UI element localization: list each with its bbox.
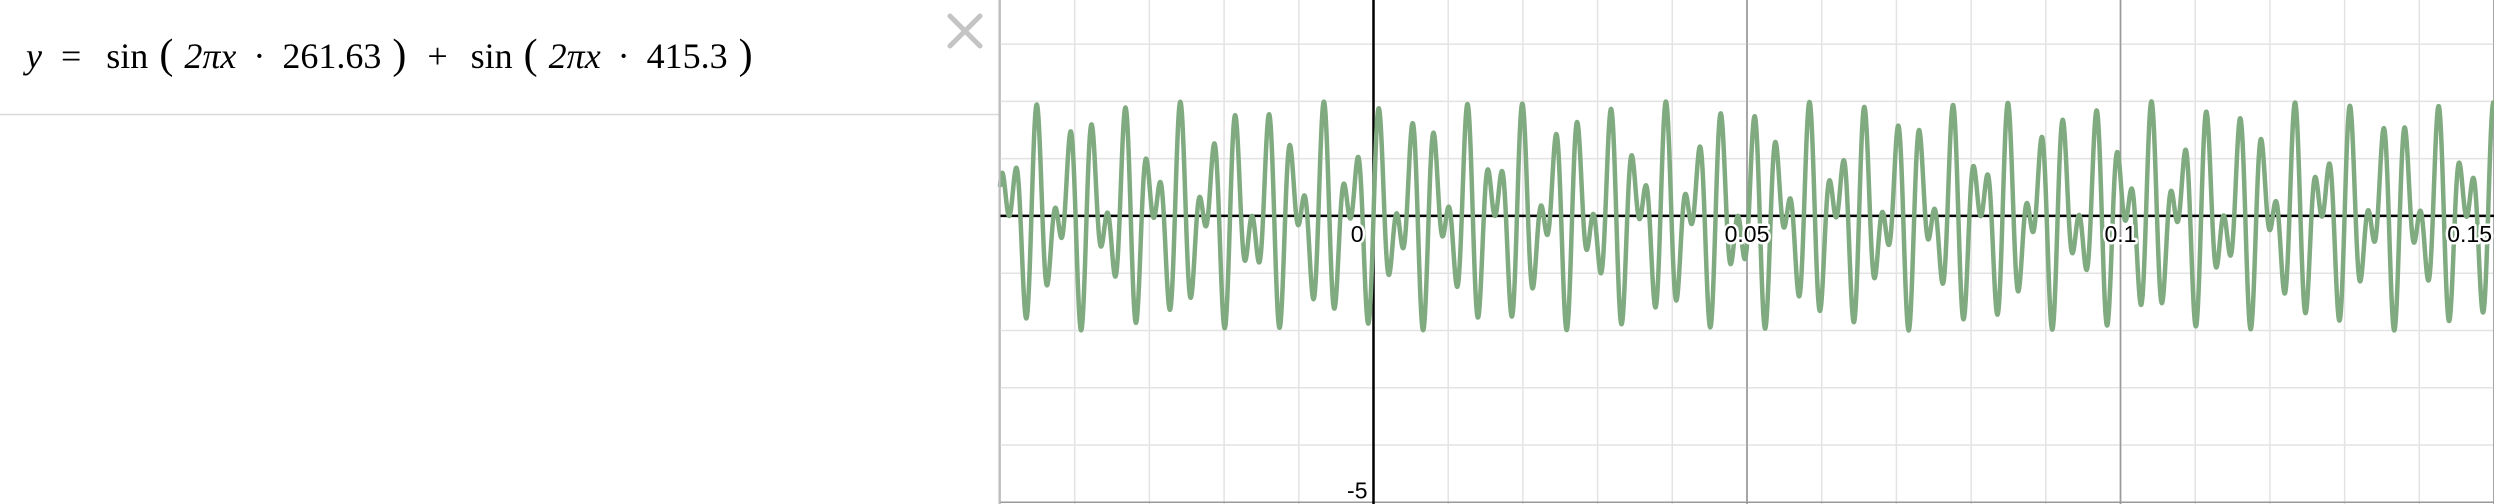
paren: ) — [392, 32, 406, 78]
lhs: y — [23, 36, 42, 76]
x-tick-label: 0.1 — [2105, 221, 2137, 247]
arg: 2πx — [549, 36, 601, 76]
graph[interactable]: 0 0.05 0.1 0.15 -5 — [997, 0, 2494, 504]
paren: ) — [739, 32, 753, 78]
dot: · — [618, 36, 630, 76]
expression[interactable]: y = sin ( 2πx · 261.63 ) + sin ( 2πx · 4… — [23, 32, 753, 78]
x-tick-label: 0.05 — [1725, 221, 1770, 247]
freq: 415.3 — [647, 36, 728, 76]
freq: 261.63 — [282, 36, 381, 76]
paren: ( — [524, 32, 538, 78]
arg: 2πx — [184, 36, 236, 76]
y-tick-label: -5 — [1347, 477, 1367, 503]
dot: · — [253, 36, 265, 76]
close-button[interactable] — [947, 13, 983, 49]
x-tick-label: 0 — [1351, 221, 1364, 247]
function-curve — [997, 99, 2494, 333]
x-tick-label: 0.15 — [2447, 221, 2492, 247]
paren: ( — [159, 32, 173, 78]
expression-panel — [0, 0, 999, 504]
func: sin — [471, 36, 513, 76]
equals: = — [61, 36, 81, 76]
func: sin — [106, 36, 148, 76]
plus: + — [427, 36, 447, 76]
